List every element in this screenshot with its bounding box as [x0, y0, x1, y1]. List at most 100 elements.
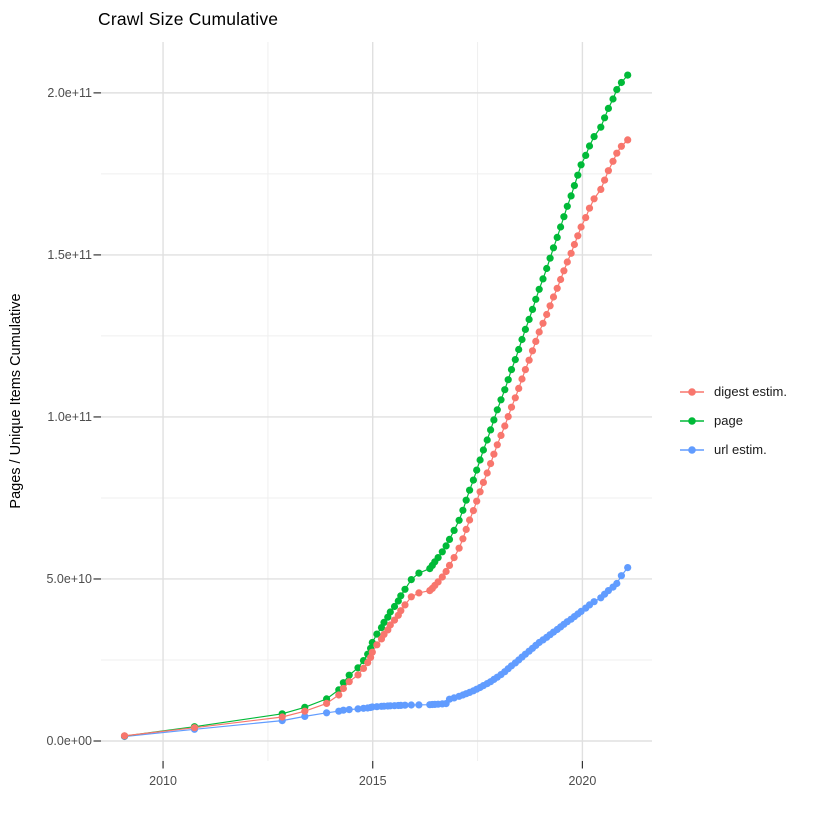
data-point [613, 579, 621, 588]
data-point [479, 446, 487, 454]
data-point [549, 293, 558, 301]
grid-major [101, 42, 652, 761]
data-point [339, 706, 347, 714]
data-point [438, 573, 446, 581]
data-point [553, 233, 561, 241]
data-point [560, 267, 568, 275]
data-point [604, 167, 613, 175]
data-point [617, 572, 626, 580]
data-point [476, 456, 484, 464]
data-point [501, 386, 509, 394]
data-point [518, 335, 526, 344]
data-point [473, 497, 481, 505]
data-point [415, 589, 423, 597]
data-point [466, 486, 474, 494]
data-point [380, 618, 388, 627]
data-point [601, 114, 609, 122]
data-point [120, 732, 129, 740]
data-point [570, 240, 579, 249]
data-point [543, 264, 551, 273]
data-point [473, 466, 481, 474]
data-point [549, 244, 558, 252]
data-point [397, 607, 405, 615]
data-point [345, 678, 353, 686]
data-point [515, 345, 523, 354]
data-point [450, 526, 458, 535]
data-point [390, 602, 399, 611]
data-point [455, 516, 463, 524]
data-point [521, 366, 530, 374]
data-point [567, 192, 575, 200]
data-point [354, 671, 362, 679]
data-point [553, 284, 561, 292]
data-point [368, 648, 376, 656]
data-point [601, 176, 609, 184]
legend-label-digest: digest estim. [714, 384, 787, 399]
data-point [339, 684, 347, 693]
data-point [543, 310, 551, 319]
data-point [459, 535, 467, 543]
data-point [535, 285, 543, 293]
data-point [434, 554, 442, 562]
data-point [397, 592, 405, 600]
data-point [450, 554, 458, 562]
legend-key-digest-icon [680, 387, 704, 396]
data-point [528, 305, 537, 313]
legend-entry-page: page [679, 406, 787, 435]
data-point [609, 95, 617, 103]
data-point [442, 567, 450, 576]
data-point [390, 616, 399, 624]
data-point [373, 630, 381, 638]
data-point [557, 223, 565, 231]
data-point [525, 315, 533, 323]
data-point [521, 325, 530, 333]
data-point [373, 641, 381, 649]
data-point [574, 232, 582, 240]
y-tick-label: 1.5e+11 [47, 247, 92, 262]
data-point [339, 679, 347, 687]
data-point [563, 202, 571, 210]
data-point [445, 561, 454, 570]
data-point [455, 544, 463, 552]
data-point [490, 416, 498, 424]
data-point [462, 525, 470, 534]
data-point [539, 319, 547, 327]
data-point [582, 151, 590, 159]
data-point [590, 133, 598, 141]
legend: digest estim. page url estim. [679, 377, 787, 464]
legend-entry-digest: digest estim. [679, 377, 787, 406]
x-tick-label: 2020 [568, 774, 597, 788]
data-point [557, 275, 565, 284]
data-point [469, 507, 477, 515]
data-point [345, 671, 353, 679]
data-point [617, 142, 626, 150]
data-point [539, 275, 547, 283]
data-point [582, 214, 590, 222]
data-point [487, 426, 495, 434]
data-point [511, 356, 519, 364]
y-tick-label: 0.0e+00 [46, 734, 92, 748]
data-point [476, 488, 484, 496]
data-point [515, 384, 523, 392]
axis-ticks [93, 92, 583, 769]
data-point [490, 450, 498, 458]
data-point [438, 548, 446, 556]
data-point [487, 460, 495, 468]
data-point [590, 195, 598, 203]
legend-label-url: url estim. [714, 442, 767, 457]
y-tick-label: 1.0e+11 [47, 409, 92, 424]
data-point [624, 136, 632, 144]
series-url-estim- [120, 564, 632, 741]
data-point [511, 394, 519, 402]
data-point [577, 161, 585, 169]
legend-key-url-icon [680, 445, 704, 454]
x-tick-label: 2010 [149, 774, 177, 788]
data-point [278, 713, 286, 721]
data-point [415, 569, 423, 577]
chart-title: Crawl Size Cumulative [98, 9, 279, 29]
data-point [497, 396, 505, 404]
data-point [617, 78, 626, 87]
series-line [124, 567, 629, 738]
legend-entry-url: url estim. [679, 435, 787, 464]
